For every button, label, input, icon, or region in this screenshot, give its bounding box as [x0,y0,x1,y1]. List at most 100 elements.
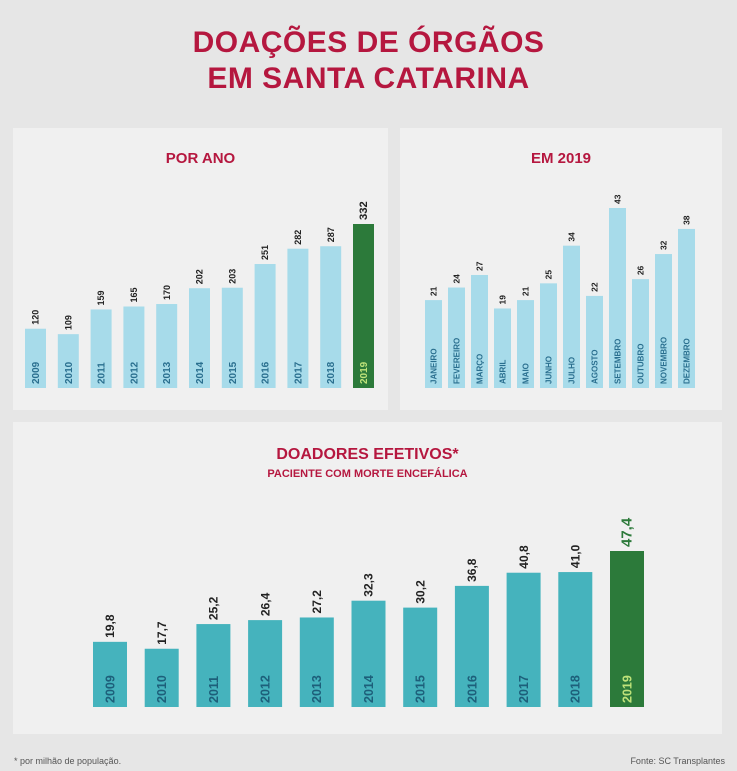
category-label: 2014 [362,675,376,703]
value-label: 32,3 [362,573,376,597]
bar-setembro [609,208,626,388]
bar-2015 [403,607,438,707]
chart-title-doadores: DOADORES EFETIVOS* [276,446,459,463]
category-label: JUNHO [544,356,553,384]
category-label: 2018 [326,361,337,384]
bar-2018 [320,246,342,388]
value-label: 19 [497,295,507,305]
category-label: 2010 [64,361,75,384]
value-label: 202 [195,269,205,284]
bar-2012 [123,306,145,388]
panel-doadores-efetivos: DOADORES EFETIVOS* PACIENTE COM MORTE EN… [13,422,722,734]
bar-dezembro [678,228,695,388]
category-label: 2013 [162,361,173,384]
bar-2016 [454,585,489,707]
value-label: 25,2 [207,596,221,620]
bar-2013 [299,617,334,707]
bar-2016 [254,264,276,388]
page-title-line-2: EM SANTA CATARINA [207,62,530,95]
value-label: 287 [326,227,336,242]
bar-2019 [353,224,374,388]
value-label: 120 [31,310,41,325]
category-label: MARÇO [475,354,484,384]
category-label: 2015 [414,675,428,703]
value-label: 34 [566,232,576,242]
chart-por-ano: 2009 120 2010 109 2011 159 2012 165 2013 170 2014 2… [25,201,374,388]
bar-2017 [506,572,541,707]
bar-fevereiro [448,287,465,388]
category-label: OUTUBRO [636,344,645,384]
category-label: 2019 [359,361,370,384]
category-label: MAIO [521,363,530,384]
category-label: SETEMBRO [613,339,622,384]
value-label: 19,8 [103,614,117,638]
bar-2018 [558,572,593,707]
value-label: 40,8 [517,545,531,569]
bar-novembro [655,254,672,388]
panel-em-2019: EM 2019 JANEIRO 21 FEVEREIRO 24 MARÇO 27 ABRIL… [400,128,722,410]
bar-2009 [25,328,46,388]
value-label: 32 [658,240,668,250]
value-label: 332 [358,201,370,220]
chart-title-em-2019: EM 2019 [530,150,592,167]
panel-por-ano: POR ANO 2009 120 2010 109 2011 159 2012 165 2013… [13,128,388,410]
value-label: 26,4 [258,592,272,616]
value-label: 25 [543,270,553,280]
bar-2017 [287,248,309,388]
bar-julho [563,245,580,388]
value-label: 17,7 [155,621,169,645]
bar-2013 [156,304,178,388]
chart-subtitle-doadores: PACIENTE COM MORTE ENCEFÁLICA [267,468,468,480]
bar-abril [494,308,511,388]
category-label: AGOSTO [590,349,599,384]
value-label: 22 [589,282,599,292]
bar-2014 [351,600,386,707]
bar-2009 [93,641,127,707]
value-label: 159 [96,290,106,305]
bar-março [471,274,488,388]
footnote: * por milhão de população. [14,756,122,766]
category-label: 2019 [620,675,634,703]
bar-janeiro [425,300,442,388]
value-label: 38 [681,215,691,225]
value-label: 30,2 [413,580,427,604]
value-label: 43 [612,194,622,204]
category-label: 2011 [97,362,108,384]
category-label: NOVEMBRO [659,337,668,384]
category-label: 2016 [465,675,479,703]
category-label: 2009 [31,361,42,384]
bar-maio [517,300,534,388]
category-label: 2017 [293,361,304,384]
bar-2014 [189,288,210,388]
category-label: 2016 [261,361,272,384]
category-label: 2017 [517,675,531,703]
category-label: 2014 [195,361,206,384]
category-label: JANEIRO [429,348,438,384]
value-label: 109 [63,315,73,330]
category-label: 2013 [310,675,324,703]
category-label: 2010 [155,675,169,703]
category-label: 2011 [207,676,221,703]
source-credit: Fonte: SC Transplantes [630,756,725,766]
value-label: 41,0 [569,544,583,568]
value-label: 170 [162,285,172,300]
category-label: DEZEMBRO [682,338,691,384]
bar-2011 [196,624,231,707]
category-label: 2012 [129,361,140,384]
bar-2015 [221,287,243,388]
value-label: 24 [451,274,461,284]
value-label: 26 [635,265,645,275]
value-label: 47,4 [619,517,636,547]
value-label: 21 [520,286,530,296]
bar-2011 [90,309,112,388]
category-label: FEVEREIRO [452,338,461,384]
category-label: ABRIL [498,359,507,384]
page-title-line-1: DOAÇÕES DE ÓRGÃOS [192,26,545,59]
value-label: 36,8 [465,558,479,582]
chart-title-por-ano: POR ANO [165,150,236,167]
category-label: 2009 [103,675,117,703]
category-label: 2018 [569,675,583,703]
bar-2012 [248,620,283,707]
bar-agosto [586,295,603,388]
value-label: 282 [293,230,303,245]
